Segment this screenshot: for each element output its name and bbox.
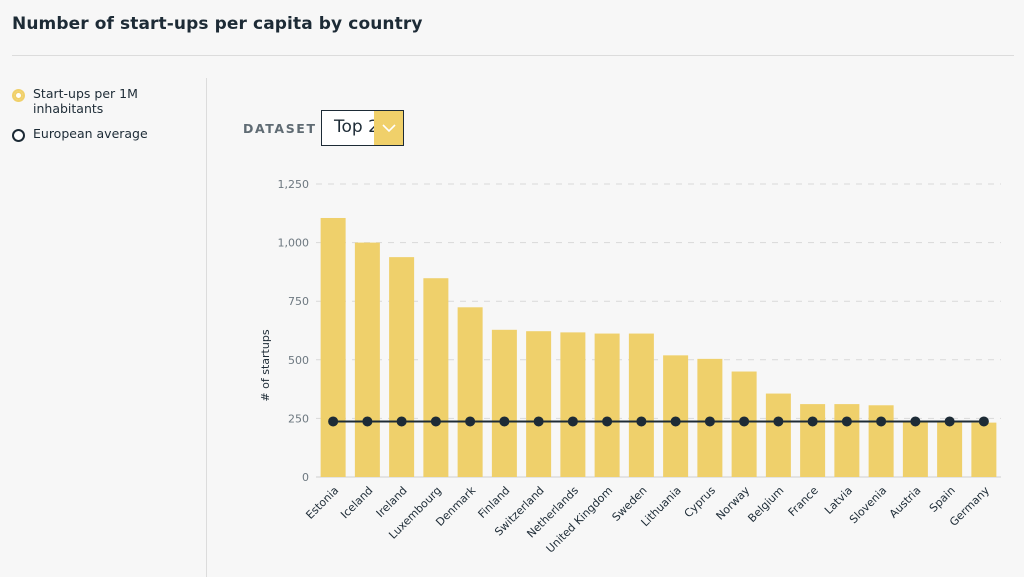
average-point: [636, 416, 647, 427]
bar: [526, 331, 552, 477]
bar: [354, 242, 380, 477]
average-point: [807, 416, 818, 427]
average-point: [430, 416, 441, 427]
average-point: [841, 416, 852, 427]
y-tick-label: 750: [288, 295, 309, 308]
dataset-dropdown-toggle[interactable]: [374, 111, 403, 145]
x-tick-label: Latvia: [822, 484, 855, 517]
chevron-down-icon: [381, 123, 396, 132]
average-point: [499, 416, 510, 427]
legend-label-european-average: European average: [33, 126, 148, 141]
bar: [628, 333, 654, 477]
x-tick-label: Spain: [927, 484, 958, 515]
average-point: [944, 416, 955, 427]
title-divider: [12, 55, 1014, 56]
chart-title: Number of start-ups per capita by countr…: [12, 14, 423, 34]
bar: [971, 422, 997, 477]
legend-marker-average-icon: [12, 129, 25, 142]
bar: [423, 278, 449, 477]
dataset-label: DATASET: [243, 121, 317, 136]
panel-divider: [206, 78, 207, 577]
y-tick-label: 0: [302, 471, 309, 484]
dataset-selected-value: Top 2: [334, 117, 374, 137]
legend-label-startups: Start-ups per 1M inhabitants: [33, 86, 138, 116]
average-point: [328, 416, 339, 427]
bar: [800, 404, 826, 477]
average-point: [978, 416, 989, 427]
x-tick-label: Iceland: [338, 484, 375, 521]
average-point: [396, 416, 407, 427]
bar: [937, 420, 963, 477]
dataset-select[interactable]: Top 2: [321, 110, 404, 146]
x-tick-label: France: [786, 484, 821, 519]
average-point: [465, 416, 476, 427]
y-axis-title: # of startups: [259, 329, 272, 401]
x-tick-label: Estonia: [303, 484, 341, 522]
bar: [560, 332, 586, 477]
average-point: [910, 416, 921, 427]
legend-marker-startups-icon: [12, 89, 25, 102]
x-tick-label: Cyprus: [682, 484, 719, 521]
x-tick-label: Slovenia: [847, 484, 889, 526]
legend: Start-ups per 1M inhabitants European av…: [12, 86, 192, 152]
y-tick-label: 1,250: [278, 178, 310, 191]
average-point: [704, 416, 715, 427]
average-point: [670, 416, 681, 427]
average-point: [533, 416, 544, 427]
y-tick-label: 1,000: [278, 237, 310, 250]
bar: [834, 404, 860, 477]
bar: [320, 217, 346, 477]
legend-item-european-average[interactable]: European average: [12, 126, 192, 142]
bar: [765, 393, 791, 477]
bar: [594, 333, 620, 477]
average-point: [876, 416, 887, 427]
y-tick-label: 500: [288, 354, 309, 367]
bar: [663, 355, 689, 477]
bar: [389, 257, 415, 477]
average-point: [362, 416, 373, 427]
bar: [868, 405, 894, 477]
average-point: [739, 416, 750, 427]
x-tick-label: Belgium: [745, 484, 786, 525]
x-tick-label: Austria: [887, 484, 924, 521]
legend-label-line1: Start-ups per 1M: [33, 86, 138, 101]
legend-label-line2: inhabitants: [33, 101, 104, 116]
average-point: [602, 416, 613, 427]
legend-item-startups[interactable]: Start-ups per 1M inhabitants: [12, 86, 192, 116]
bar: [491, 329, 517, 477]
bar: [457, 307, 483, 477]
average-point: [567, 416, 578, 427]
bar: [902, 420, 928, 477]
y-tick-label: 250: [288, 412, 309, 425]
average-point: [773, 416, 784, 427]
